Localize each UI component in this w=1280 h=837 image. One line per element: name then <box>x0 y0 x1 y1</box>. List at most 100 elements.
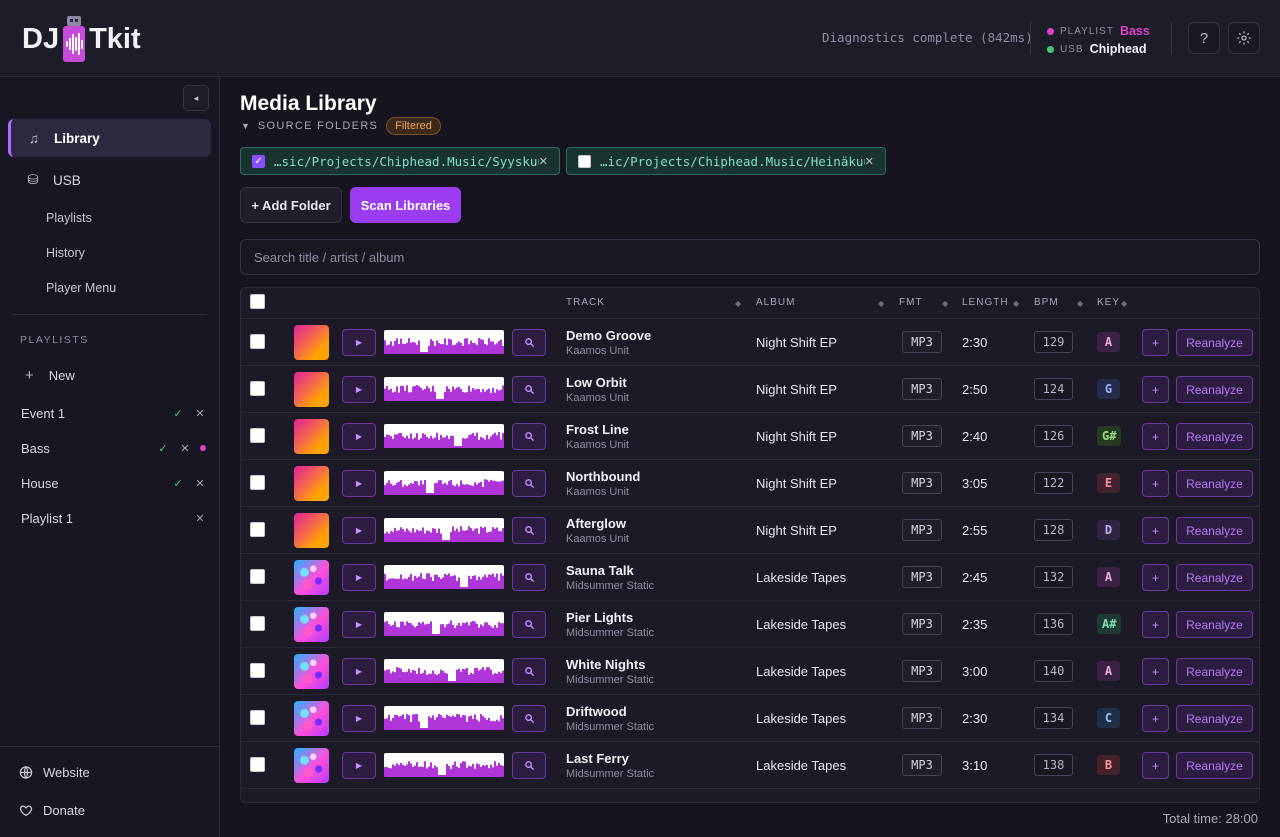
waveform-preview[interactable] <box>384 330 504 354</box>
locate-track-button[interactable] <box>512 423 546 450</box>
add-to-playlist-button[interactable]: + <box>1142 376 1169 403</box>
delete-playlist-icon[interactable]: ✕ <box>195 512 205 525</box>
waveform-preview[interactable] <box>384 753 504 777</box>
play-button[interactable]: ▶ <box>342 705 376 732</box>
locate-track-button[interactable] <box>512 658 546 685</box>
playlist-item-event-1[interactable]: Event 1 ✓ ✕ <box>21 403 206 423</box>
row-checkbox[interactable] <box>250 522 265 537</box>
waveform-preview[interactable] <box>384 518 504 542</box>
waveform-preview[interactable] <box>384 612 504 636</box>
reanalyze-button[interactable]: Reanalyze <box>1176 611 1253 638</box>
waveform-preview[interactable] <box>384 706 504 730</box>
row-checkbox[interactable] <box>250 616 265 631</box>
table-row[interactable]: ▶ Pier Lights Midsummer Static Lakeside Tap… <box>241 601 1259 648</box>
folder-checkbox[interactable]: ✓ <box>252 154 265 168</box>
add-to-playlist-button[interactable]: + <box>1142 564 1169 591</box>
table-row[interactable]: ▶ White Nights Midsummer Static Lakeside Ta… <box>241 648 1259 695</box>
row-checkbox[interactable] <box>250 569 265 584</box>
playlist-item-house[interactable]: House ✓ ✕ <box>21 473 206 493</box>
play-button[interactable]: ▶ <box>342 517 376 544</box>
waveform-preview[interactable] <box>384 565 504 589</box>
table-row[interactable]: ▶ Afterglow Kaamos Unit Night Shift EP MP3 2:… <box>241 507 1259 554</box>
reanalyze-button[interactable]: Reanalyze <box>1176 752 1253 779</box>
add-to-playlist-button[interactable]: + <box>1142 705 1169 732</box>
sort-icon[interactable]: ◆ <box>878 299 885 308</box>
search-input[interactable] <box>240 239 1260 275</box>
play-button[interactable]: ▶ <box>342 658 376 685</box>
sort-icon[interactable]: ◆ <box>1013 299 1020 308</box>
reanalyze-button[interactable]: Reanalyze <box>1176 376 1253 403</box>
waveform-preview[interactable] <box>384 659 504 683</box>
delete-playlist-icon[interactable]: ✕ <box>180 442 190 455</box>
sort-icon[interactable]: ◆ <box>1121 299 1128 308</box>
locate-track-button[interactable] <box>512 517 546 544</box>
row-checkbox[interactable] <box>250 334 265 349</box>
sort-icon[interactable]: ◆ <box>942 299 949 308</box>
source-folder-chip[interactable]: ✓ …sic/Projects/Chiphead.Music/Syyskuu/ … <box>240 147 560 175</box>
row-checkbox[interactable] <box>250 710 265 725</box>
add-to-playlist-button[interactable]: + <box>1142 470 1169 497</box>
collapse-sidebar-button[interactable]: ◂ <box>183 85 209 111</box>
select-all-checkbox[interactable] <box>250 294 265 309</box>
reanalyze-button[interactable]: Reanalyze <box>1176 705 1253 732</box>
waveform-preview[interactable] <box>384 377 504 401</box>
row-checkbox[interactable] <box>250 428 265 443</box>
add-to-playlist-button[interactable]: + <box>1142 423 1169 450</box>
column-header-bpm[interactable]: BPM <box>1034 297 1059 308</box>
waveform-preview[interactable] <box>384 424 504 448</box>
locate-track-button[interactable] <box>512 611 546 638</box>
add-to-playlist-button[interactable]: + <box>1142 517 1169 544</box>
table-row[interactable]: ▶ Sauna Talk Midsummer Static Lakeside Tape… <box>241 554 1259 601</box>
settings-button[interactable] <box>1228 22 1260 54</box>
source-folders-toggle[interactable]: ▼ SOURCE FOLDERS Filtered <box>241 117 441 135</box>
nav-player-menu[interactable]: Player Menu <box>46 281 117 295</box>
nav-history[interactable]: History <box>46 246 85 260</box>
playlist-item-playlist-1[interactable]: Playlist 1 ✕ <box>21 508 206 528</box>
table-row[interactable]: ▶ Last Ferry Midsummer Static Lakeside Tape… <box>241 742 1259 789</box>
reanalyze-button[interactable]: Reanalyze <box>1176 470 1253 497</box>
locate-track-button[interactable] <box>512 564 546 591</box>
reanalyze-button[interactable]: Reanalyze <box>1176 564 1253 591</box>
table-row[interactable]: ▶ Low Orbit Kaamos Unit Night Shift EP MP3 2:… <box>241 366 1259 413</box>
add-to-playlist-button[interactable]: + <box>1142 329 1169 356</box>
delete-playlist-icon[interactable]: ✕ <box>195 407 205 420</box>
play-button[interactable]: ▶ <box>342 470 376 497</box>
column-header-album[interactable]: ALBUM <box>756 297 796 308</box>
remove-folder-icon[interactable]: ✕ <box>864 155 874 168</box>
reanalyze-button[interactable]: Reanalyze <box>1176 658 1253 685</box>
waveform-preview[interactable] <box>384 471 504 495</box>
scan-libraries-button[interactable]: Scan Libraries <box>350 187 461 223</box>
column-header-format[interactable]: FMT <box>899 297 923 308</box>
play-button[interactable]: ▶ <box>342 329 376 356</box>
nav-library[interactable]: ♫ Library <box>8 119 211 157</box>
table-row[interactable]: ▶ Northbound Kaamos Unit Night Shift EP MP3 3… <box>241 460 1259 507</box>
playlist-item-bass[interactable]: Bass ✓ ✕ <box>21 438 206 458</box>
row-checkbox[interactable] <box>250 475 265 490</box>
reanalyze-button[interactable]: Reanalyze <box>1176 329 1253 356</box>
nav-usb[interactable]: ⛁ USB <box>8 161 211 199</box>
locate-track-button[interactable] <box>512 470 546 497</box>
row-checkbox[interactable] <box>250 757 265 772</box>
new-playlist-button[interactable]: + New <box>25 367 75 384</box>
reanalyze-button[interactable]: Reanalyze <box>1176 517 1253 544</box>
row-checkbox[interactable] <box>250 381 265 396</box>
table-row[interactable]: ▶ Driftwood Midsummer Static Lakeside Tapes… <box>241 695 1259 742</box>
table-row[interactable]: ▶ Frost Line Kaamos Unit Night Shift EP MP3 2… <box>241 413 1259 460</box>
column-header-track[interactable]: TRACK <box>566 297 605 308</box>
play-button[interactable]: ▶ <box>342 611 376 638</box>
source-folder-chip[interactable]: …ic/Projects/Chiphead.Music/Heinäkuu/ ✕ <box>566 147 886 175</box>
locate-track-button[interactable] <box>512 376 546 403</box>
play-button[interactable]: ▶ <box>342 376 376 403</box>
sort-icon[interactable]: ◆ <box>1077 299 1084 308</box>
add-to-playlist-button[interactable]: + <box>1142 752 1169 779</box>
donate-link[interactable]: Donate <box>18 803 85 818</box>
sort-icon[interactable]: ◆ <box>735 299 742 308</box>
row-checkbox[interactable] <box>250 663 265 678</box>
remove-folder-icon[interactable]: ✕ <box>538 155 548 168</box>
website-link[interactable]: Website <box>18 765 90 780</box>
column-header-key[interactable]: KEY <box>1097 297 1121 308</box>
play-button[interactable]: ▶ <box>342 564 376 591</box>
help-button[interactable]: ? <box>1188 22 1220 54</box>
table-row[interactable]: ▶ Demo Groove Kaamos Unit Night Shift EP MP3… <box>241 319 1259 366</box>
delete-playlist-icon[interactable]: ✕ <box>195 477 205 490</box>
